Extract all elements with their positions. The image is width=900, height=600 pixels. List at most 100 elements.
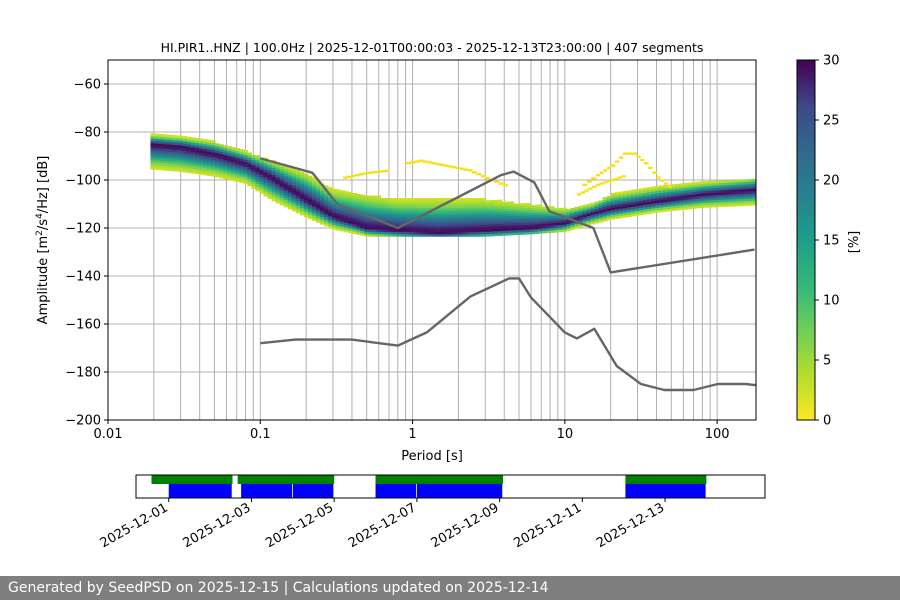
heatmap-cell bbox=[259, 186, 265, 190]
heatmap-cell bbox=[291, 175, 297, 178]
heatmap-cell bbox=[215, 160, 220, 163]
heatmap-cell bbox=[328, 196, 333, 200]
heatmap-cell bbox=[420, 210, 426, 213]
heatmap-cell bbox=[424, 231, 430, 235]
heatmap-cell bbox=[279, 164, 285, 167]
heatmap-cell bbox=[558, 227, 563, 230]
heatmap-cell bbox=[315, 208, 321, 211]
heatmap-cell bbox=[606, 208, 612, 211]
heatmap-cell bbox=[457, 217, 462, 220]
heatmap-cell bbox=[408, 205, 414, 208]
heatmap-cell bbox=[320, 205, 325, 208]
heatmap-cell bbox=[303, 190, 309, 194]
heatmap-cell bbox=[461, 231, 466, 235]
heatmap-cell bbox=[554, 225, 559, 228]
heatmap-cell bbox=[719, 189, 725, 193]
heatmap-cell bbox=[441, 212, 446, 216]
heatmap-cell bbox=[485, 217, 491, 220]
timeline-blue-segment bbox=[292, 484, 334, 498]
heatmap-cell bbox=[501, 223, 507, 227]
heatmap-cell bbox=[529, 226, 535, 230]
heatmap-cell bbox=[416, 207, 422, 211]
heatmap-cell bbox=[311, 187, 317, 190]
heatmap-cell bbox=[469, 202, 475, 206]
heatmap-cell bbox=[602, 204, 608, 208]
heatmap-cell bbox=[150, 147, 156, 151]
heatmap-cell bbox=[578, 217, 584, 221]
heatmap-cell bbox=[299, 212, 305, 216]
heatmap-cell bbox=[489, 221, 495, 225]
colorbar-tick-label: 25 bbox=[823, 114, 840, 129]
heatmap-cell bbox=[360, 223, 366, 227]
heatmap-cell bbox=[489, 207, 495, 210]
timeline-blue-segment bbox=[168, 484, 232, 498]
heatmap-cell bbox=[533, 204, 539, 208]
heatmap-cell bbox=[279, 200, 285, 203]
heatmap-cell bbox=[158, 160, 164, 164]
heatmap-cell bbox=[340, 197, 345, 201]
heatmap-cell bbox=[303, 202, 309, 206]
heatmap-cell bbox=[497, 211, 503, 215]
heatmap-cell bbox=[368, 205, 374, 208]
heatmap-cell bbox=[215, 165, 220, 168]
heatmap-cell bbox=[445, 222, 450, 225]
heatmap-cell bbox=[517, 224, 523, 228]
heatmap-cell bbox=[437, 198, 442, 201]
heatmap-cell bbox=[576, 193, 582, 196]
heatmap-cell bbox=[550, 213, 555, 217]
heatmap-cell bbox=[405, 162, 411, 165]
heatmap-cell bbox=[610, 216, 616, 220]
heatmap-cell bbox=[295, 208, 301, 211]
heatmap-cell bbox=[388, 234, 394, 237]
heatmap-cell bbox=[336, 227, 341, 231]
heatmap-cell bbox=[441, 207, 446, 211]
heatmap-cell bbox=[529, 224, 535, 228]
heatmap-cell bbox=[648, 166, 653, 170]
heatmap-cell bbox=[667, 199, 672, 202]
heatmap-cell bbox=[647, 194, 652, 198]
heatmap-cell bbox=[489, 214, 495, 218]
heatmap-cell bbox=[166, 141, 172, 145]
heatmap-cell bbox=[651, 198, 656, 202]
heatmap-cell bbox=[267, 181, 273, 185]
heatmap-cell bbox=[372, 222, 378, 225]
heatmap-cell bbox=[412, 198, 418, 201]
heatmap-cell bbox=[206, 166, 212, 169]
heatmap-cell bbox=[364, 226, 370, 230]
heatmap-cell bbox=[303, 188, 309, 191]
heatmap-cell bbox=[307, 204, 313, 208]
heatmap-cell bbox=[328, 208, 333, 212]
heatmap-cell bbox=[166, 151, 172, 155]
heatmap-cell bbox=[198, 140, 204, 144]
heatmap-cell bbox=[227, 163, 232, 166]
heatmap-cell bbox=[435, 162, 441, 166]
heatmap-cell bbox=[348, 228, 353, 231]
heatmap-cell bbox=[502, 184, 508, 187]
heatmap-cell bbox=[364, 212, 370, 216]
heatmap-cell bbox=[275, 200, 281, 204]
heatmap-cell bbox=[699, 193, 705, 196]
heatmap-cell bbox=[235, 150, 240, 154]
heatmap-cell bbox=[315, 212, 321, 216]
heatmap-cell bbox=[558, 224, 563, 228]
heatmap-cell bbox=[513, 232, 519, 236]
heatmap-cell bbox=[320, 219, 325, 223]
heatmap-cell bbox=[198, 155, 204, 158]
heatmap-cell bbox=[174, 168, 180, 172]
heatmap-cell bbox=[247, 162, 252, 165]
heatmap-cell bbox=[198, 143, 204, 146]
heatmap-cell bbox=[206, 142, 212, 145]
heatmap-cell bbox=[380, 224, 386, 228]
heatmap-cell bbox=[529, 219, 535, 223]
heatmap-cell bbox=[622, 195, 628, 199]
heatmap-cell bbox=[231, 154, 236, 158]
heatmap-cell bbox=[372, 219, 378, 223]
heatmap-cell bbox=[404, 214, 410, 218]
heatmap-cell bbox=[239, 177, 244, 181]
heatmap-cell bbox=[356, 222, 361, 226]
heatmap-cell bbox=[271, 169, 277, 173]
heatmap-cell bbox=[416, 224, 422, 228]
heatmap-cell bbox=[618, 198, 624, 202]
heatmap-cell bbox=[364, 233, 370, 237]
heatmap-cell bbox=[271, 198, 277, 202]
